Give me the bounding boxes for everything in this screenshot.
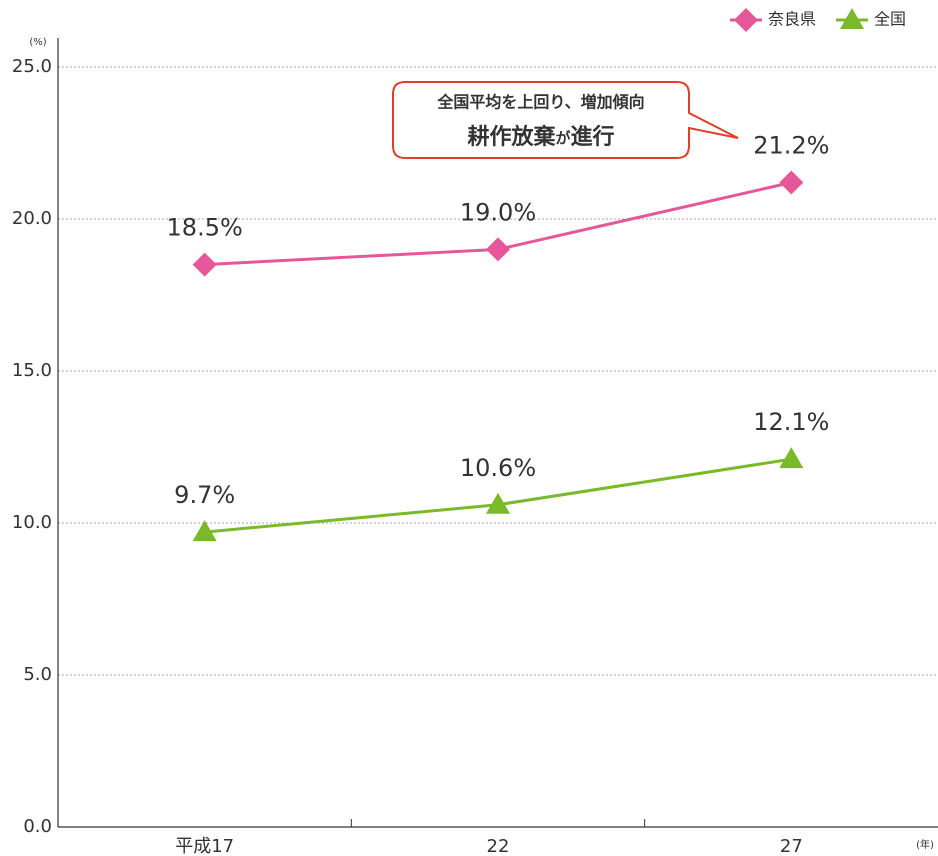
callout-part: 進行 — [571, 124, 615, 150]
y-tick-label: 5.0 — [23, 664, 52, 685]
x-tick-label: 平成17 — [175, 836, 234, 856]
legend-marker — [734, 8, 758, 32]
marker — [486, 492, 510, 514]
marker — [192, 252, 217, 277]
value-label: 9.7% — [174, 481, 235, 509]
y-tick-label: 10.0 — [12, 512, 52, 533]
callout-line2: 耕作放棄が進行 — [467, 124, 614, 150]
y-unit: (%) — [29, 37, 46, 48]
y-tick-label: 0.0 — [23, 816, 52, 837]
callout-part: が — [555, 129, 571, 147]
value-label: 18.5% — [167, 214, 243, 242]
x-tick-label: 27 — [780, 836, 803, 856]
callout-box — [392, 81, 739, 159]
marker — [779, 447, 804, 469]
marker — [486, 237, 510, 262]
y-tick-label: 25.0 — [12, 56, 52, 77]
marker — [779, 170, 804, 195]
marker — [192, 520, 217, 542]
value-label: 12.1% — [753, 408, 829, 436]
legend-label: 奈良県 — [768, 10, 816, 29]
value-label: 19.0% — [460, 198, 536, 226]
legend-label: 全国 — [874, 10, 906, 29]
y-tick-label: 20.0 — [12, 208, 52, 229]
legend-marker — [840, 8, 865, 29]
x-tick-label: 22 — [487, 836, 510, 856]
callout-line1: 全国平均を上回り、増加傾向 — [436, 93, 644, 112]
value-label: 21.2% — [753, 132, 829, 160]
callout-part: 耕作放棄 — [467, 124, 556, 150]
x-unit: (年) — [916, 838, 934, 851]
y-tick-label: 15.0 — [12, 360, 52, 381]
value-label: 10.6% — [460, 454, 536, 482]
